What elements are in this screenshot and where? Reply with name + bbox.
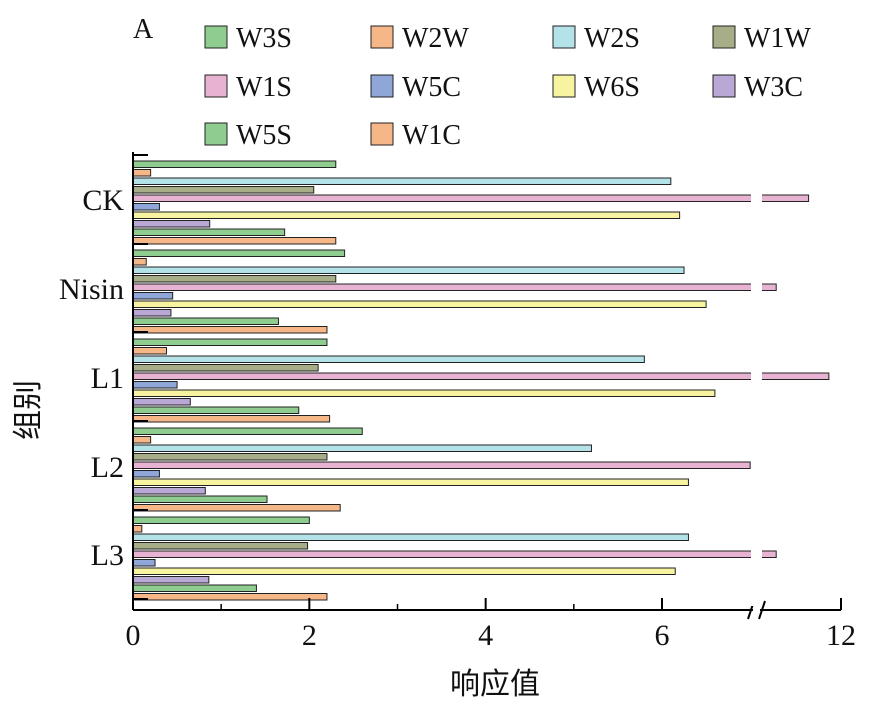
bar-l3-w3s: [132, 516, 310, 524]
legend-label-w5s: W5S: [236, 120, 292, 151]
bar-nisin-w2s: [132, 266, 685, 274]
bar-l3-w1w: [132, 542, 309, 550]
bar-ck-w1c: [132, 237, 337, 245]
bar-l2-w5c: [132, 470, 160, 478]
bar-l2-w1c: [132, 504, 341, 512]
bar-l1-w2w: [132, 347, 168, 355]
bar-l3-w2s: [132, 533, 689, 541]
bar-l1-w1c: [132, 415, 331, 423]
bar-l1-w3s: [132, 338, 328, 346]
bar-nisin-w6s: [132, 300, 707, 308]
x-tick-label: 12: [826, 619, 856, 652]
bar-l1-w1w: [132, 364, 319, 372]
bar-l1-w2s: [132, 355, 645, 363]
bar-ck-w2s: [132, 177, 672, 185]
x-axis-label: 响应值: [450, 667, 540, 702]
bar-l3-w2w: [132, 525, 143, 533]
x-tick-label: 4: [478, 619, 493, 652]
legend-swatch-w2s: [552, 25, 576, 49]
bar-nisin-w5c: [132, 292, 174, 300]
bar-l2-w6s: [132, 478, 689, 486]
bar-ck-w5s: [132, 228, 286, 236]
x-tick-label: 0: [126, 619, 141, 652]
bar-l3-w6s: [132, 567, 676, 575]
bar-l2-w2s: [132, 444, 592, 452]
axis-break-mark: [758, 600, 766, 620]
bar-ck-w3s: [132, 160, 337, 168]
bar-l1-w5c: [132, 381, 178, 389]
bar-nisin-w3s: [132, 249, 346, 257]
legend-swatch-w2w: [370, 25, 394, 49]
legend-swatch-w3s: [204, 25, 228, 49]
legend-label-w2s: W2S: [584, 23, 640, 54]
bar-ck-w3c: [132, 220, 211, 228]
legend-swatch-w1c: [370, 122, 394, 146]
axes: CK Nisin L1 L2 L3 0 2 4 6 12: [59, 152, 856, 652]
bar-nisin-w1s: [132, 283, 777, 291]
bar-nisin-w2w: [132, 258, 147, 266]
axis-break-gap: [751, 152, 762, 606]
bar-l2-w3c: [132, 487, 206, 495]
bar-ck-w5c: [132, 203, 160, 211]
legend: W3S W2W W2S W1W W1S W5C W6S W3C W5S W1C: [204, 23, 811, 151]
legend-swatch-w5s: [204, 122, 228, 146]
bar-l1-w1s: [132, 372, 830, 380]
bars: [132, 160, 830, 601]
legend-label-w6s: W6S: [584, 72, 640, 103]
legend-label-w1c: W1C: [402, 120, 461, 151]
bar-nisin-w1w: [132, 275, 337, 283]
bar-l2-w1w: [132, 453, 328, 461]
bar-nisin-w5s: [132, 317, 279, 325]
legend-swatch-w6s: [552, 74, 576, 98]
bar-ck-w2w: [132, 169, 152, 177]
y-tick-label: L2: [91, 451, 124, 484]
legend-label-w3c: W3C: [744, 72, 803, 103]
bar-l3-w1s: [132, 550, 777, 558]
bar-l2-w3s: [132, 427, 363, 435]
bar-ck-w1s: [132, 194, 810, 202]
legend-label-w5c: W5C: [402, 72, 461, 103]
x-tick-label: 2: [302, 619, 317, 652]
bar-l3-w1c: [132, 593, 328, 601]
legend-label-w1w: W1W: [744, 23, 811, 54]
panel-label: A: [133, 14, 154, 45]
bar-ck-w6s: [132, 211, 681, 219]
bar-l3-w5c: [132, 559, 156, 567]
bar-l3-w5s: [132, 584, 257, 592]
bar-l2-w2w: [132, 436, 152, 444]
bar-l1-w5s: [132, 406, 300, 414]
y-tick-label: CK: [82, 184, 124, 217]
legend-swatch-w1w: [712, 25, 736, 49]
y-tick-label: L3: [91, 539, 124, 572]
y-tick-label: L1: [91, 362, 124, 395]
bar-l2-w5s: [132, 495, 268, 503]
x-tick-label: 6: [655, 619, 670, 652]
bar-l1-w6s: [132, 389, 716, 397]
legend-swatch-w3c: [712, 74, 736, 98]
legend-swatch-w5c: [370, 74, 394, 98]
bar-nisin-w1c: [132, 326, 328, 334]
y-axis-label: 组别: [11, 380, 46, 440]
legend-label-w2w: W2W: [402, 23, 469, 54]
bar-ck-w1w: [132, 186, 315, 194]
legend-label-w3s: W3S: [236, 23, 292, 54]
y-tick-label: Nisin: [59, 273, 124, 306]
bar-nisin-w3c: [132, 309, 172, 317]
legend-label-w1s: W1S: [236, 72, 292, 103]
legend-swatch-w1s: [204, 74, 228, 98]
bar-l3-w3c: [132, 576, 210, 584]
bar-l1-w3c: [132, 398, 191, 406]
bar-l2-w1s: [132, 461, 751, 469]
